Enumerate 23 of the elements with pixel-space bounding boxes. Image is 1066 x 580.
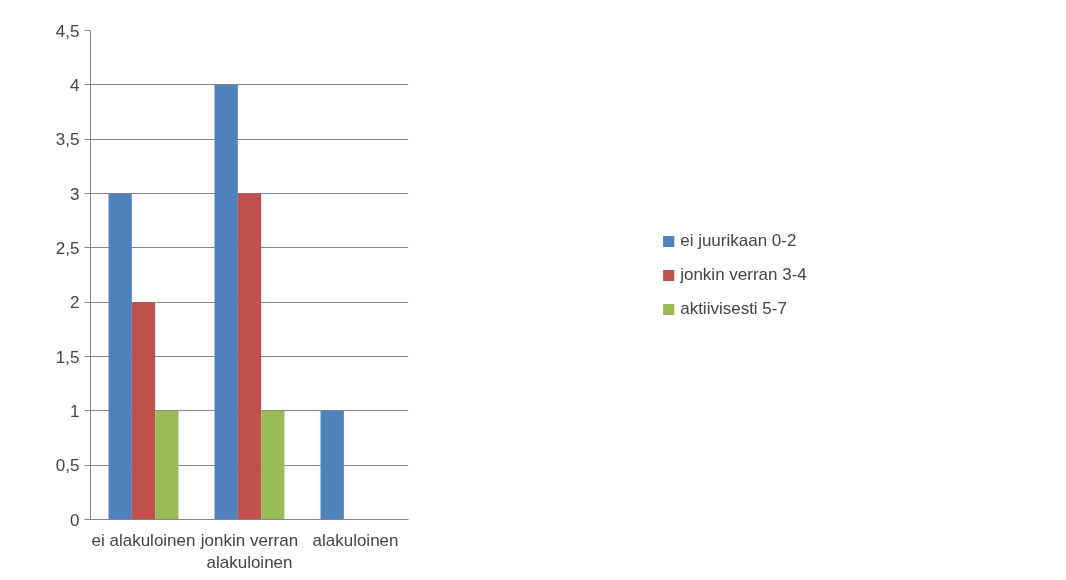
bar xyxy=(237,193,262,520)
y-tick-label: 1 xyxy=(70,401,80,421)
y-tick-label: 3 xyxy=(70,184,80,204)
x-tick-label: ei alakuloinen xyxy=(91,530,196,550)
y-tick-label: 2 xyxy=(70,293,80,313)
y-tick-label: 4,5 xyxy=(55,21,80,41)
bar xyxy=(261,410,285,520)
y-tick-label: 0,5 xyxy=(55,456,80,476)
y-tick-label: 2,5 xyxy=(55,238,80,258)
bar xyxy=(214,84,238,520)
bar xyxy=(108,193,132,520)
y-tick-label: 4 xyxy=(70,75,80,95)
y-tick-label: 0 xyxy=(70,510,80,530)
legend-label: ei juurikaan 0-2 xyxy=(680,230,797,251)
bar xyxy=(320,410,344,520)
y-tick-label: 1,5 xyxy=(55,347,80,367)
y-tick-label: 3,5 xyxy=(55,130,80,150)
bar xyxy=(155,410,179,520)
legend-label: aktiivisesti 5-7 xyxy=(680,298,787,319)
bar xyxy=(131,302,156,520)
legend-label: jonkin verran 3-4 xyxy=(680,264,807,285)
x-tick-label: jonkin verran alakuloinen xyxy=(199,530,299,573)
x-tick-label: alakuloinen xyxy=(312,530,399,550)
